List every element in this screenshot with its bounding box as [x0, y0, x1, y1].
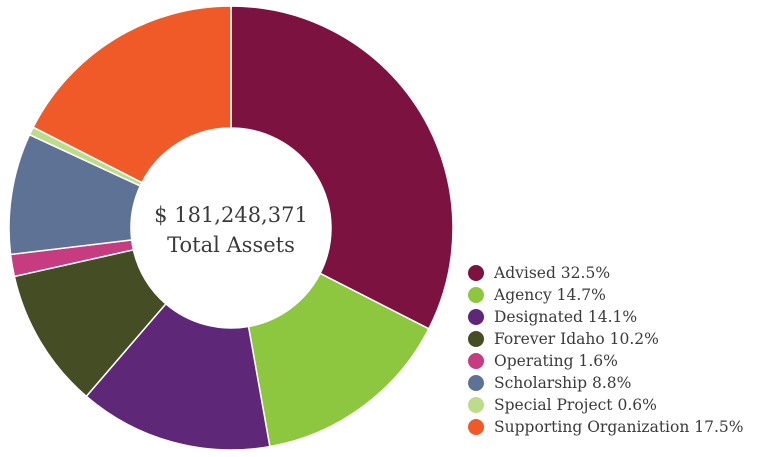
- legend-swatch: [468, 397, 484, 413]
- legend-swatch: [468, 331, 484, 347]
- legend-item-special-project: Special Project 0.6%: [468, 394, 779, 416]
- legend-label: Designated 14.1%: [494, 308, 638, 326]
- legend-swatch: [468, 353, 484, 369]
- legend-item-advised: Advised 32.5%: [468, 262, 779, 284]
- legend-item-forever-idaho: Forever Idaho 10.2%: [468, 328, 779, 350]
- legend-item-agency: Agency 14.7%: [468, 284, 779, 306]
- legend-label: Agency 14.7%: [494, 286, 606, 304]
- chart-legend: Advised 32.5% Agency 14.7% Designated 14.1…: [468, 262, 779, 438]
- total-assets-label: Total Assets: [167, 233, 295, 257]
- legend-label: Forever Idaho 10.2%: [494, 330, 659, 348]
- donut-slices: [8, 5, 454, 451]
- legend-item-supporting-organization: Supporting Organization 17.5%: [468, 416, 779, 438]
- legend-label: Operating 1.6%: [494, 352, 618, 370]
- legend-label: Advised 32.5%: [494, 264, 611, 282]
- legend-swatch: [468, 309, 484, 325]
- legend-swatch: [468, 287, 484, 303]
- legend-item-scholarship: Scholarship 8.8%: [468, 372, 779, 394]
- legend-label: Special Project 0.6%: [494, 396, 657, 414]
- donut-hole: [131, 128, 331, 328]
- legend-item-designated: Designated 14.1%: [468, 306, 779, 328]
- legend-swatch: [468, 419, 484, 435]
- legend-swatch: [468, 375, 484, 391]
- legend-label: Scholarship 8.8%: [494, 374, 632, 392]
- total-assets-value: $ 181,248,371: [154, 203, 308, 227]
- legend-label: Supporting Organization 17.5%: [494, 418, 744, 436]
- legend-swatch: [468, 265, 484, 281]
- legend-item-operating: Operating 1.6%: [468, 350, 779, 372]
